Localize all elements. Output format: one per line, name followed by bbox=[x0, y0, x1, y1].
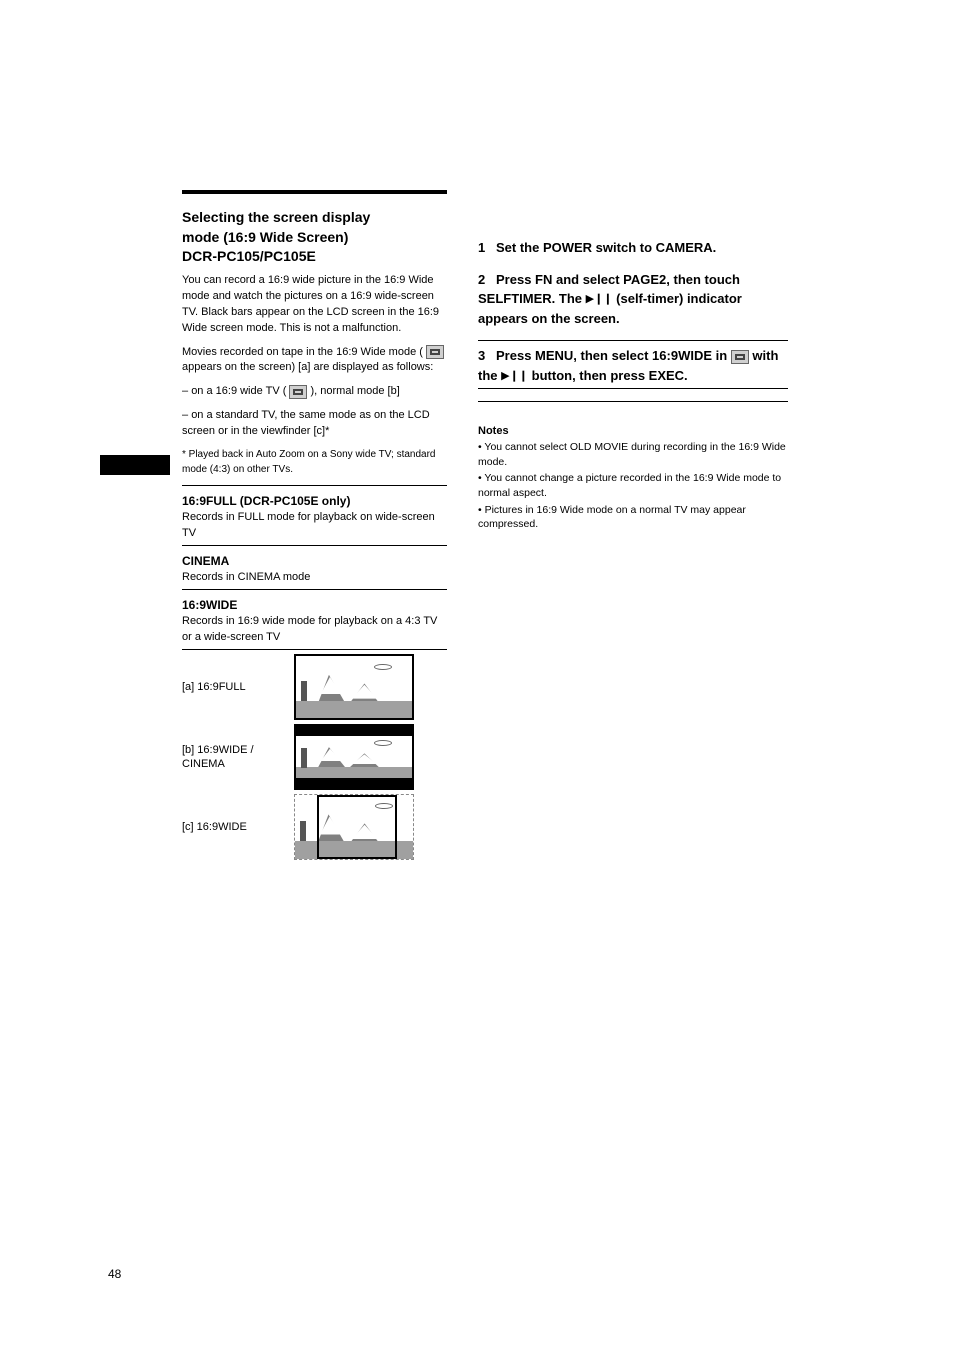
wide-tv-icon bbox=[289, 385, 307, 399]
bullet-1: – on a 16:9 wide TV ( ), normal mode [b] bbox=[182, 384, 448, 400]
figure-b-image bbox=[294, 724, 414, 790]
heading-line-3: DCR-PC105/PC105E bbox=[182, 247, 448, 267]
note-3: • Pictures in 16:9 Wide mode on a normal… bbox=[478, 503, 788, 532]
notes-heading: Notes bbox=[478, 425, 788, 437]
figure-c-image bbox=[294, 794, 414, 860]
wide-mode-icon bbox=[426, 345, 444, 359]
heading-line-2: mode (16:9 Wide Screen) bbox=[182, 228, 448, 248]
feature-rule-1 bbox=[182, 485, 447, 486]
step-rule-1 bbox=[478, 340, 788, 341]
menu-box-icon bbox=[731, 350, 749, 364]
exec-icon: ▶❙❙ bbox=[501, 368, 528, 385]
feature3-title: 16:9WIDE bbox=[182, 598, 448, 612]
note-1: • You cannot select OLD MOVIE during rec… bbox=[478, 440, 788, 469]
feature3-desc: Records in 16:9 wide mode for playback o… bbox=[182, 614, 448, 645]
feature2-title: CINEMA bbox=[182, 554, 448, 568]
heading-line-1: Selecting the screen display bbox=[182, 208, 448, 228]
figure-row-c: [c] 16:9WIDE bbox=[182, 794, 448, 860]
figure-row-a: [a] 16:9FULL bbox=[182, 654, 448, 720]
feature1-title: 16:9FULL (DCR-PC105E only) bbox=[182, 494, 448, 508]
section-rule bbox=[182, 190, 447, 194]
play-pause-icon: ▶❙❙ bbox=[586, 291, 613, 308]
feature2-desc: Records in CINEMA mode bbox=[182, 570, 448, 585]
figure-b-label: [b] 16:9WIDE / CINEMA bbox=[182, 743, 282, 772]
intro-para: You can record a 16:9 wide picture in th… bbox=[182, 273, 448, 337]
section-tab bbox=[100, 455, 170, 475]
figure-row-b: [b] 16:9WIDE / CINEMA bbox=[182, 724, 448, 790]
step-3: 3Press MENU, then select 16:9WIDE in wit… bbox=[478, 346, 788, 385]
feature1-desc: Records in FULL mode for playback on wid… bbox=[182, 510, 448, 541]
step-1: 1Set the POWER switch to CAMERA. bbox=[478, 238, 788, 258]
figure-c-label: [c] 16:9WIDE bbox=[182, 820, 282, 834]
step-rule-3 bbox=[478, 401, 788, 402]
bullet-2: – on a standard TV, the same mode as on … bbox=[182, 408, 448, 440]
feature-rule-4 bbox=[182, 649, 447, 650]
feature-rule-3 bbox=[182, 589, 447, 590]
note-2: • You cannot change a picture recorded i… bbox=[478, 471, 788, 500]
footnote: * Played back in Auto Zoom on a Sony wid… bbox=[182, 448, 448, 477]
context-para: Movies recorded on tape in the 16:9 Wide… bbox=[182, 345, 448, 377]
step-2: 2Press FN and select PAGE2, then touch S… bbox=[478, 270, 788, 329]
figure-a-label: [a] 16:9FULL bbox=[182, 680, 282, 694]
step-rule-2 bbox=[478, 388, 788, 389]
feature-rule-2 bbox=[182, 545, 447, 546]
figure-a-image bbox=[294, 654, 414, 720]
page-number: 48 bbox=[108, 1267, 121, 1281]
